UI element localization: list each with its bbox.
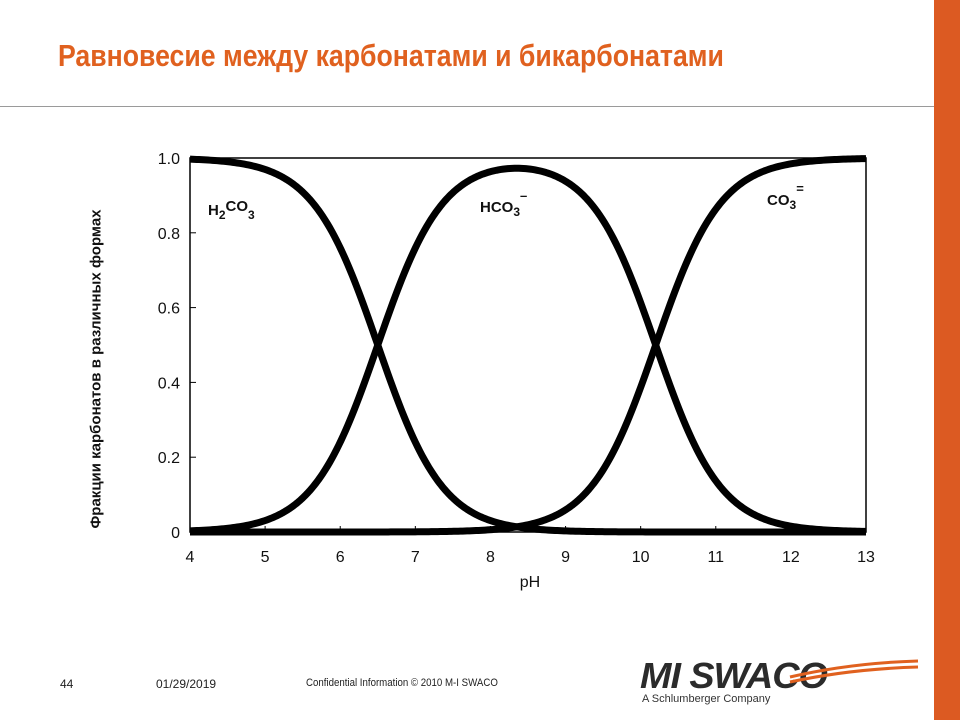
curves-layer (188, 155, 868, 536)
x-tick-label: 8 (486, 549, 495, 566)
plot-frame (189, 157, 867, 533)
series-label-2: CO3= (767, 181, 804, 212)
y-tick-label: 0.2 (158, 450, 180, 467)
side-accent-bar (934, 0, 960, 720)
x-tick-label: 7 (411, 549, 420, 566)
company-logo: MI SWACO A Schlumberger Company (640, 655, 920, 715)
series-label-0: H2CO3 (208, 198, 255, 222)
y-tick-label: 0 (171, 525, 180, 542)
x-tick-label: 9 (561, 549, 570, 566)
y-tick-label: 0.6 (158, 301, 180, 318)
plot-border (189, 157, 867, 533)
title-divider (0, 106, 934, 107)
x-tick-label: 5 (261, 549, 270, 566)
logo-subtitle: A Schlumberger Company (642, 693, 771, 705)
x-tick-label: 10 (632, 549, 650, 566)
footer-date: 01/29/2019 (156, 677, 217, 691)
series-line-0 (188, 155, 868, 536)
series-labels-layer: H2CO3 HCO3– CO3= (208, 181, 804, 222)
series-line-1 (188, 164, 868, 535)
x-axis-label: pH (520, 574, 540, 591)
y-tick-label: 0.4 (158, 375, 180, 392)
y-tick-label: 0.8 (158, 226, 180, 243)
x-tick-label: 13 (857, 549, 875, 566)
x-tick-label: 4 (186, 549, 195, 566)
x-tick-label: 12 (782, 549, 800, 566)
slide-number: 44 (60, 677, 74, 691)
y-tick-label: 1.0 (158, 151, 180, 168)
x-tick-label: 11 (707, 549, 724, 566)
series-label-1: HCO3– (480, 188, 527, 219)
series-line-2 (188, 155, 868, 536)
x-tick-label: 6 (336, 549, 345, 566)
slide-title: Равновесие между карбонатами и бикарбона… (58, 38, 724, 73)
logo-swoosh-icon (789, 659, 919, 684)
footer-confidential: Confidential Information © 2010 M-I SWAC… (306, 677, 498, 689)
